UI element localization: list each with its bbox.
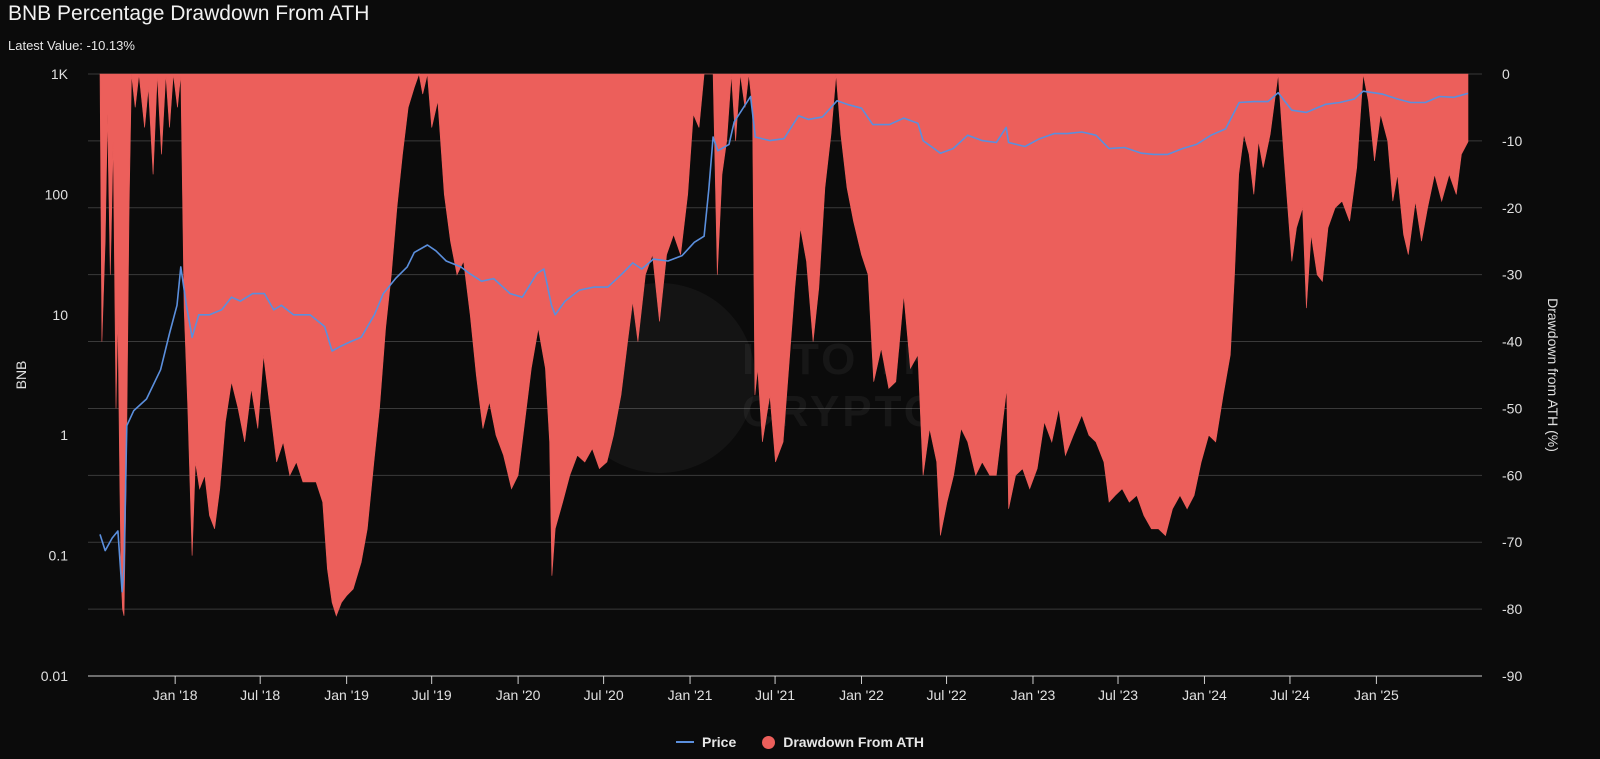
x-tick-label: Jul '19 bbox=[412, 687, 452, 703]
x-tick-label: Jan '19 bbox=[324, 687, 369, 703]
x-tick-label: Jan '18 bbox=[153, 687, 198, 703]
axes: BNB Drawdown from ATH (%) 0 -10 -20 -30 -40 -… bbox=[13, 66, 1561, 703]
right-tick-label: -20 bbox=[1502, 200, 1522, 216]
x-tick-label: Jul '22 bbox=[927, 687, 967, 703]
x-tick-label: Jan '25 bbox=[1354, 687, 1399, 703]
legend-price-label: Price bbox=[701, 734, 737, 750]
left-tick-label: 10 bbox=[52, 307, 68, 323]
left-tick-label: 1 bbox=[60, 427, 68, 443]
legend-drawdown-label: Drawdown From ATH bbox=[783, 734, 925, 750]
price-line-layer bbox=[99, 90, 1469, 593]
drawdown-area bbox=[99, 72, 1469, 617]
x-tick-label: Jan '22 bbox=[839, 687, 884, 703]
x-tick-label: Jul '23 bbox=[1098, 687, 1138, 703]
drawdown-dot-swatch bbox=[762, 735, 776, 749]
legend-item-price[interactable]: Price bbox=[675, 734, 737, 750]
left-tick-label: 100 bbox=[45, 186, 69, 202]
x-tick-label: Jan '20 bbox=[496, 687, 541, 703]
left-tick-label: 0.1 bbox=[49, 548, 69, 564]
right-tick-label: -90 bbox=[1502, 668, 1522, 684]
x-tick-label: Jan '23 bbox=[1011, 687, 1056, 703]
x-tick-label: Jul '18 bbox=[240, 687, 280, 703]
legend-item-drawdown[interactable]: Drawdown From ATH bbox=[762, 734, 924, 750]
latest-value-label: Latest Value: -10.13% bbox=[8, 38, 135, 53]
left-tick-label: 0.01 bbox=[41, 668, 68, 684]
legend: Price Drawdown From ATH bbox=[0, 734, 1600, 750]
x-tick-label: Jul '24 bbox=[1270, 687, 1310, 703]
x-tick-label: Jul '21 bbox=[755, 687, 795, 703]
drawdown-area-layer bbox=[99, 72, 1469, 617]
chart-title: BNB Percentage Drawdown From ATH bbox=[8, 2, 370, 25]
x-tick-label: Jan '21 bbox=[668, 687, 713, 703]
right-tick-label: -70 bbox=[1502, 534, 1522, 550]
right-tick-label: 0 bbox=[1502, 66, 1510, 82]
price-line-swatch bbox=[675, 741, 694, 743]
right-tick-label: -30 bbox=[1502, 267, 1522, 283]
right-tick-label: -50 bbox=[1502, 400, 1522, 416]
right-tick-label: -60 bbox=[1502, 467, 1522, 483]
right-tick-label: -10 bbox=[1502, 133, 1522, 149]
left-axis-title: BNB bbox=[13, 361, 29, 390]
left-tick-label: 1K bbox=[51, 66, 69, 82]
price-line bbox=[99, 90, 1469, 593]
x-tick-label: Jul '20 bbox=[584, 687, 624, 703]
right-tick-label: -40 bbox=[1502, 334, 1522, 350]
right-tick-label: -80 bbox=[1502, 601, 1522, 617]
x-tick-label: Jan '24 bbox=[1182, 687, 1227, 703]
right-axis-title: Drawdown from ATH (%) bbox=[1545, 298, 1561, 452]
